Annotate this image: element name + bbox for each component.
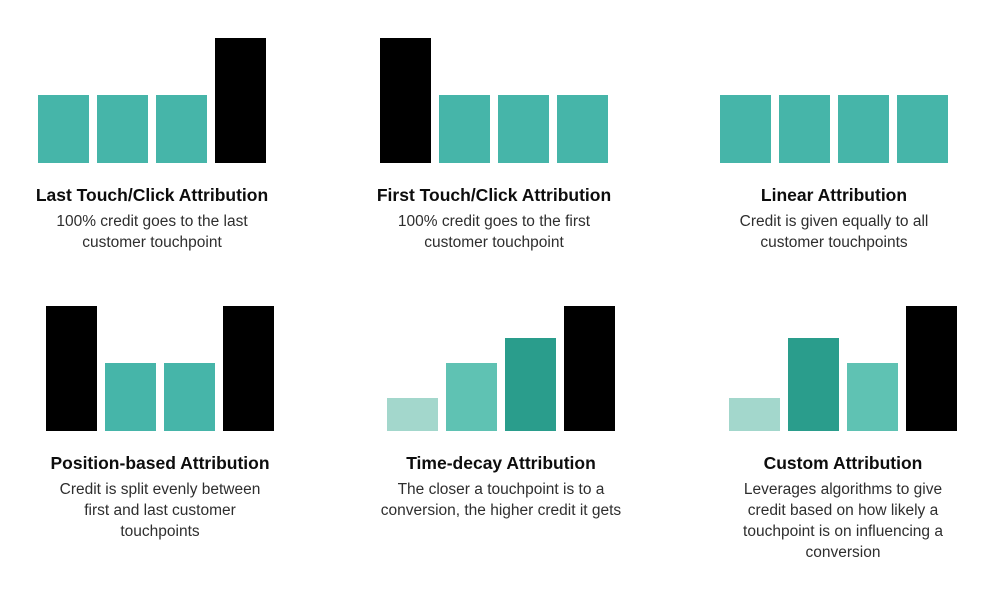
teal-bar bbox=[38, 95, 89, 163]
teal-bar bbox=[439, 95, 490, 163]
panel-title: Last Touch/Click Attribution bbox=[35, 185, 269, 205]
panel-description: Credit is given equally to all customer … bbox=[739, 213, 929, 251]
panel-position-based-attribution: Position-based Attribution Credit is spl… bbox=[5, 306, 315, 542]
panel-time-decay-attribution: Time-decay Attribution The closer a touc… bbox=[346, 306, 656, 521]
teal-bar bbox=[897, 95, 948, 163]
black-bar bbox=[906, 306, 957, 431]
black-bar bbox=[564, 306, 615, 431]
time-decay-bar-chart bbox=[387, 306, 615, 431]
panel-title: Custom Attribution bbox=[763, 453, 923, 473]
teal-bar bbox=[105, 363, 156, 431]
panel-title: Time-decay Attribution bbox=[406, 453, 596, 473]
panel-title: First Touch/Click Attribution bbox=[376, 185, 612, 205]
black-bar bbox=[215, 38, 266, 163]
panel-description: Credit is split evenly between first and… bbox=[59, 481, 261, 540]
panel-linear-attribution: Linear Attribution Credit is given equal… bbox=[679, 38, 989, 253]
teal-bar bbox=[164, 363, 215, 431]
panel-description: Leverages algorithms to give credit base… bbox=[743, 481, 943, 561]
teal-dark-bar bbox=[505, 338, 556, 431]
panel-first-touch-attribution: First Touch/Click Attribution 100% credi… bbox=[339, 38, 649, 253]
position-based-bar-chart bbox=[46, 306, 274, 431]
last-touch-bar-chart bbox=[38, 38, 266, 163]
teal-bar bbox=[779, 95, 830, 163]
teal-medium-bar bbox=[847, 363, 898, 431]
teal-bar bbox=[498, 95, 549, 163]
black-bar bbox=[223, 306, 274, 431]
panel-last-touch-attribution: Last Touch/Click Attribution 100% credit… bbox=[0, 38, 307, 253]
teal-light-bar bbox=[729, 398, 780, 431]
panel-description: The closer a touchpoint is to a conversi… bbox=[380, 481, 622, 519]
teal-light-bar bbox=[387, 398, 438, 431]
teal-bar bbox=[156, 95, 207, 163]
panel-title: Linear Attribution bbox=[760, 185, 908, 205]
teal-dark-bar bbox=[788, 338, 839, 431]
linear-bar-chart bbox=[720, 38, 948, 163]
teal-medium-bar bbox=[446, 363, 497, 431]
panel-custom-attribution: Custom Attribution Leverages algorithms … bbox=[688, 306, 998, 563]
custom-bar-chart bbox=[729, 306, 957, 431]
first-touch-bar-chart bbox=[380, 38, 608, 163]
teal-bar bbox=[838, 95, 889, 163]
teal-bar bbox=[720, 95, 771, 163]
panel-description: 100% credit goes to the first customer t… bbox=[397, 213, 591, 251]
black-bar bbox=[46, 306, 97, 431]
panel-title: Position-based Attribution bbox=[50, 453, 270, 473]
teal-bar bbox=[97, 95, 148, 163]
panel-description: 100% credit goes to the last customer to… bbox=[56, 213, 248, 251]
teal-bar bbox=[557, 95, 608, 163]
black-bar bbox=[380, 38, 431, 163]
